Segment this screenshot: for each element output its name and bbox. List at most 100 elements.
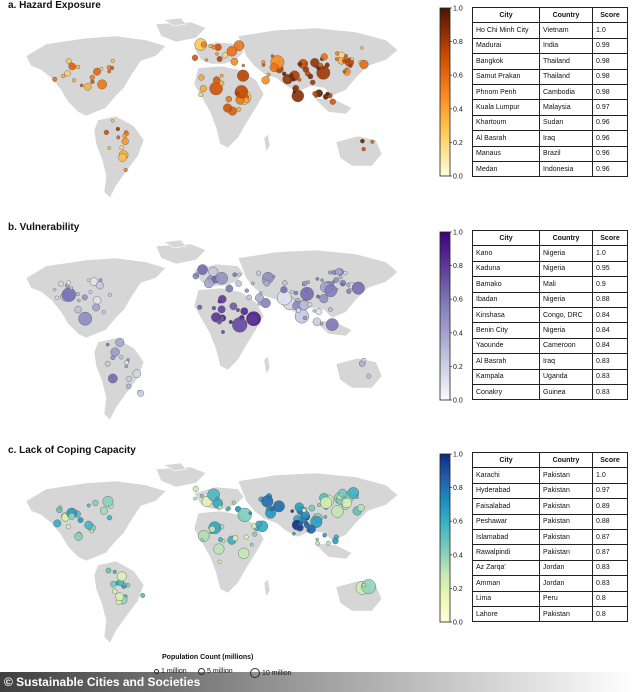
table-row: Rawalpindi Pakistan 0.87 [472, 544, 628, 561]
panel-title: c. Lack of Coping Capacity [8, 445, 136, 456]
city-marker [255, 270, 261, 276]
city-cell: Rawalpindi [472, 544, 540, 561]
country-cell: Iraq [539, 353, 593, 370]
table-row: Phnom Penh Cambodia 0.98 [472, 83, 628, 101]
city-marker [56, 506, 63, 514]
city-marker [110, 58, 115, 63]
city-marker [237, 69, 250, 82]
city-marker [322, 532, 327, 538]
city-marker [300, 287, 314, 301]
country-cell: Pakistan [539, 528, 593, 546]
city-cell: Kuala Lumpur [472, 99, 540, 116]
country-cell: Pakistan [539, 544, 593, 561]
city-marker [225, 284, 234, 293]
country-cell: Nigeria [539, 245, 593, 262]
table-row: Kaduna Nigeria 0.95 [472, 260, 628, 278]
city-marker [346, 288, 352, 294]
city-marker [338, 488, 347, 498]
country-cell: Cambodia [539, 83, 593, 101]
score-cell: 0.83 [592, 559, 628, 577]
city-marker [78, 311, 92, 326]
city-marker [280, 286, 288, 294]
city-marker [320, 53, 328, 61]
city-marker [124, 360, 130, 366]
city-marker [107, 146, 112, 150]
score-cell: 0.8 [592, 605, 628, 623]
city-marker [68, 62, 76, 71]
country-cell: Jordan [539, 575, 593, 592]
city-marker [204, 58, 209, 62]
city-marker [257, 301, 262, 306]
city-cell: Phnom Penh [472, 83, 540, 101]
city-marker [106, 515, 113, 521]
country-cell: Thailand [539, 53, 593, 70]
city-marker [228, 319, 233, 324]
country-cell: Indonesia [539, 160, 593, 178]
continent-shape [263, 578, 271, 598]
score-cell: 0.8 [592, 590, 628, 607]
city-cell: Kano [472, 245, 540, 262]
city-marker [124, 364, 129, 369]
city-marker [193, 496, 197, 501]
city-marker [310, 79, 316, 86]
city-marker [226, 506, 231, 511]
city-marker [306, 524, 316, 534]
city-marker [65, 58, 72, 64]
score-cell: 0.9 [592, 276, 628, 293]
city-marker [84, 520, 93, 530]
city-marker [235, 280, 242, 287]
table-row: Faisalabad Pakistan 0.89 [472, 498, 628, 515]
city-cell: Al Basrah [472, 130, 540, 147]
city-marker [302, 315, 308, 321]
city-marker [198, 74, 205, 81]
city-cell: Bangkok [472, 53, 540, 70]
colorbar-tick-label: 0.2 [453, 364, 463, 371]
city-marker [333, 277, 340, 283]
city-marker [221, 330, 225, 334]
city-marker [71, 78, 77, 83]
country-cell: Sudan [539, 114, 593, 132]
country-cell: Brazil [539, 145, 593, 162]
city-marker [290, 509, 295, 513]
table-row: Ho Chi Minh City Vietnam 1.0 [472, 22, 628, 39]
city-marker [292, 531, 296, 536]
city-marker [107, 292, 112, 297]
city-marker [89, 277, 99, 286]
country-cell: Pakistan [539, 498, 593, 515]
colorbar-tick-label: 0.6 [453, 519, 463, 526]
city-marker [361, 582, 367, 588]
ranking-table: City Country Score Kano Nigeria 1.0 Kaduna Nige… [472, 229, 628, 401]
country-cell: Thailand [539, 68, 593, 85]
city-marker [219, 80, 225, 86]
city-marker [329, 98, 336, 105]
city-cell: Hyderabad [472, 482, 540, 500]
city-marker [140, 593, 146, 598]
credit-banner: © Sustainable Cities and Societies [0, 672, 634, 692]
score-cell: 0.87 [592, 528, 628, 546]
city-cell: Manaus [472, 145, 540, 162]
city-marker [226, 46, 238, 57]
colorbar: 0.0 0.2 0.4 0.6 0.8 1.0 [439, 452, 463, 626]
city-marker [240, 307, 249, 316]
score-cell: 1.0 [592, 245, 628, 262]
city-marker [297, 77, 302, 82]
city-cell: Madurai [472, 37, 540, 55]
city-marker [116, 135, 121, 140]
table-row: Kano Nigeria 1.0 [472, 245, 628, 262]
city-cell: Islamabad [472, 528, 540, 546]
city-marker [284, 76, 291, 83]
table-row: Benin City Nigeria 0.84 [472, 322, 628, 339]
city-marker [75, 64, 81, 70]
score-cell: 0.83 [592, 575, 628, 592]
city-cell: Al Basrah [472, 353, 540, 370]
city-marker [69, 286, 74, 291]
city-marker [66, 524, 72, 530]
country-cell: Malaysia [539, 99, 593, 116]
city-marker [315, 541, 320, 546]
city-marker [95, 281, 104, 290]
city-marker [298, 299, 310, 311]
city-marker [103, 129, 110, 136]
city-marker [218, 295, 227, 304]
country-cell: Pakistan [539, 482, 593, 500]
score-cell: 0.98 [592, 53, 628, 70]
